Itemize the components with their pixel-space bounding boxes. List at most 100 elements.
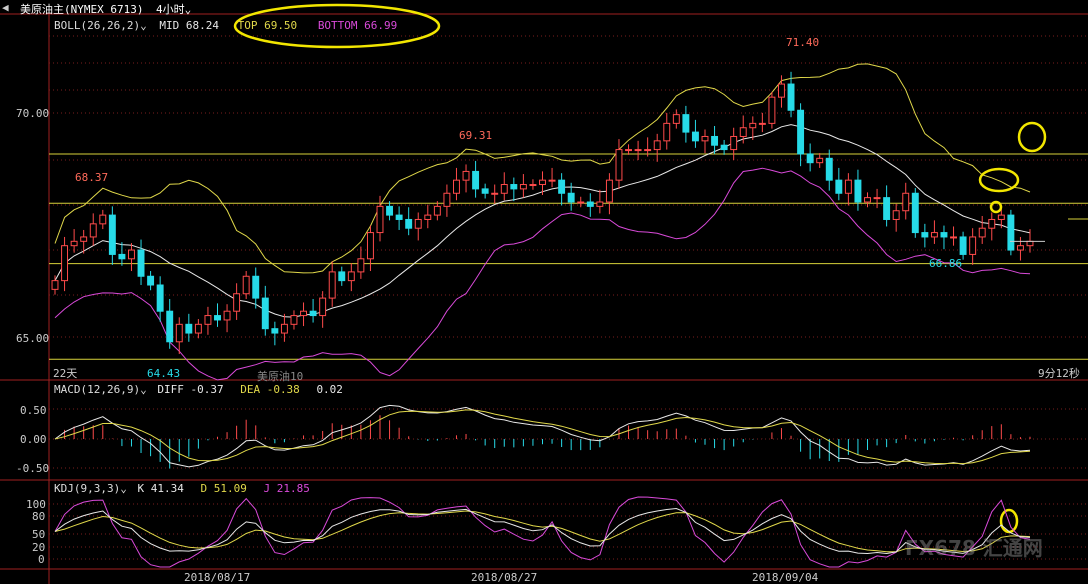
kdj-tick-100: 100 <box>26 498 46 511</box>
candle-body <box>558 179 566 194</box>
candle-body <box>749 122 757 129</box>
candle-body <box>577 201 585 204</box>
price-tick-70: 70.00 <box>16 107 50 120</box>
candle-body <box>739 127 747 137</box>
candle-body <box>797 109 805 155</box>
kdj-j-value: J 21.85 <box>263 482 310 495</box>
highlight-ellipse-candles <box>978 167 1020 193</box>
boll-indicator-label[interactable]: BOLL(26,26,2) <box>54 19 141 32</box>
candle-body <box>89 223 97 238</box>
kdj-legend: KDJ(9,3,3)⌄ K 41.34 D 51.09 J 21.85 <box>54 482 310 495</box>
candle-body <box>596 201 604 207</box>
period-label: 4小时 <box>156 3 185 16</box>
toolbar: ◀ 美原油主(NYMEX 6713) 4小时⌄ <box>0 0 1088 17</box>
candle-body <box>567 192 575 203</box>
candle-body <box>156 284 164 312</box>
candle-body <box>433 205 441 216</box>
candle-body <box>376 205 384 234</box>
candle-body <box>128 249 135 260</box>
period-selector[interactable]: 4小时⌄ <box>156 1 191 17</box>
candle-body <box>61 245 69 282</box>
candle-body <box>472 170 480 190</box>
candle-body <box>290 315 298 325</box>
candle-body <box>80 236 88 242</box>
highlight-dot <box>989 200 1003 214</box>
candle-body <box>873 197 881 200</box>
candle-body <box>166 310 174 343</box>
candle-body <box>357 258 365 273</box>
candle-body <box>185 323 193 334</box>
boll-legend: BOLL(26,26,2)⌄ MID 68.24 TOP 69.50 BOTTO… <box>54 19 397 32</box>
candle-body <box>625 149 632 152</box>
candle-body <box>261 297 269 330</box>
candle-body <box>682 114 690 133</box>
kdj-d-line <box>54 510 1031 553</box>
candle-body <box>443 192 451 207</box>
candle-body <box>778 83 785 98</box>
candle-body <box>615 149 623 181</box>
candle-body <box>663 122 671 142</box>
date-label-0817: 2018/08/17 <box>184 571 251 584</box>
candle-body <box>395 214 403 220</box>
watermark-name: 美原油10 <box>257 370 304 383</box>
high-price-label: 71.40 <box>786 36 820 49</box>
chevron-down-icon: ⌄ <box>140 383 147 396</box>
candle-body <box>233 293 241 312</box>
candle-body <box>539 179 546 186</box>
candle-body <box>481 188 489 194</box>
candle-body <box>921 232 929 238</box>
candle-body <box>175 323 183 343</box>
candle-body <box>911 192 919 234</box>
candle-body <box>500 184 508 194</box>
candle-body <box>328 271 336 299</box>
chevron-down-icon: ⌄ <box>184 3 192 16</box>
candle-body <box>194 323 202 334</box>
candle-body <box>214 315 221 321</box>
candle-body <box>347 271 355 282</box>
candle-body <box>844 179 852 194</box>
candle-body <box>959 236 967 255</box>
candle-body <box>453 179 460 194</box>
candle-body <box>252 275 260 299</box>
kdj-tick-0: 0 <box>38 553 45 566</box>
candle-body <box>701 135 709 142</box>
chevron-down-icon: ⌄ <box>140 19 147 32</box>
candle-body <box>414 218 422 229</box>
macd-tick-neg050: -0.50 <box>16 462 50 475</box>
candle-body <box>605 179 613 203</box>
kdj-indicator-label[interactable]: KDJ(9,3,3) <box>54 482 121 495</box>
symbol-label[interactable]: 美原油主(NYMEX 6713) <box>20 3 144 16</box>
macd-diff-value: DIFF -0.37 <box>157 383 224 396</box>
macd-tick-000: 0.00 <box>20 433 47 446</box>
candle-body <box>969 236 977 255</box>
boll-top-value: TOP 69.50 <box>237 19 298 32</box>
kdj-k-value: K 41.34 <box>137 482 184 495</box>
boll-mid-value: MID 68.24 <box>159 19 219 32</box>
candle-body <box>405 218 413 229</box>
candle-body <box>118 253 126 260</box>
candle-body <box>864 197 871 203</box>
candle-body <box>997 214 1005 220</box>
highlight-circle-top-band <box>1017 121 1047 153</box>
candle-body <box>950 236 957 239</box>
candle-body <box>386 205 394 216</box>
candle-body <box>280 323 288 334</box>
candle-body <box>366 232 374 260</box>
macd-indicator-label[interactable]: MACD(12,26,9) <box>54 383 141 396</box>
candle-body <box>691 131 699 142</box>
candle-body <box>529 184 537 187</box>
candle-body <box>672 114 680 124</box>
candle-body <box>586 201 594 207</box>
candle-body <box>309 310 317 317</box>
countdown-label: 9分12秒 <box>1038 367 1080 380</box>
candle-body <box>242 275 250 295</box>
low-price-label: 64.43 <box>147 367 181 380</box>
candle-body <box>1016 245 1024 251</box>
candle-body <box>988 218 996 229</box>
candle-body <box>758 122 766 125</box>
back-icon[interactable]: ◀ <box>2 1 9 14</box>
candle-body <box>1007 214 1015 251</box>
candle-body <box>319 297 327 317</box>
candle-body <box>548 179 556 182</box>
